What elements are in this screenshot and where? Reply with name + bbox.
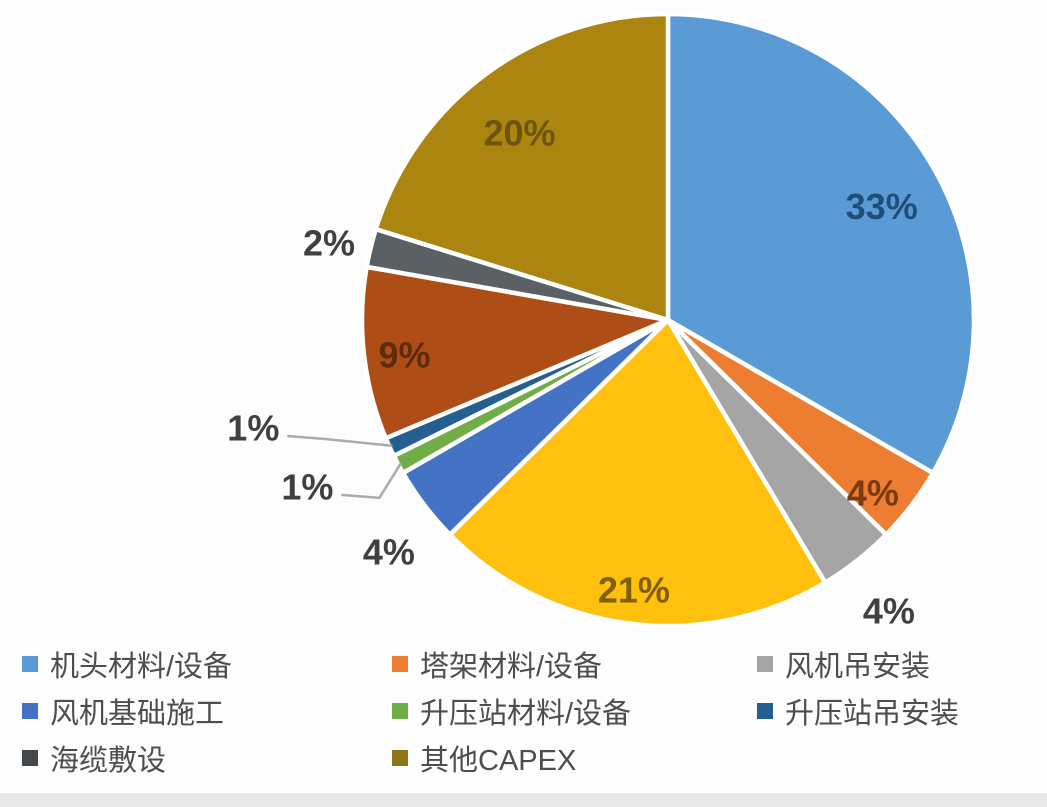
legend-item-1: 塔架材料/设备 — [392, 640, 757, 687]
legend-item-7: 其他CAPEX — [392, 734, 757, 781]
legend-label: 风机吊安装 — [785, 650, 931, 683]
legend-label: 风机基础施工 — [50, 697, 225, 730]
pie-percent-label: 4% — [363, 532, 415, 573]
legend-swatch-icon — [757, 655, 773, 672]
pie-percent-label: 1% — [281, 466, 333, 507]
pie-slice — [359, 264, 671, 441]
legend-swatch-icon — [392, 702, 408, 719]
legend-label: 其他CAPEX — [420, 744, 577, 777]
label-leader-line — [341, 462, 403, 500]
label-leader-line — [287, 434, 393, 448]
legend-label: 机头材料/设备 — [50, 650, 233, 683]
pie-slice — [665, 11, 977, 476]
legend-swatch-icon — [757, 702, 773, 719]
pie-percent-label: 20% — [483, 112, 555, 153]
pie-percent-label: 1% — [227, 407, 279, 448]
legend-item-5: 升压站吊安装 — [757, 687, 1032, 734]
legend-swatch-icon — [22, 655, 38, 672]
legend-swatch-icon — [392, 749, 408, 766]
legend-item-6: 海缆敷设 — [22, 734, 392, 781]
legend-label: 海缆敷设 — [50, 744, 167, 777]
pie-percent-label: 9% — [378, 334, 430, 375]
page-edge-strip — [0, 793, 1047, 807]
legend-item-0: 机头材料/设备 — [22, 640, 392, 687]
legend-swatch-icon — [392, 655, 408, 672]
pie-percent-label: 33% — [846, 186, 918, 227]
pie-slice — [373, 11, 671, 323]
pie-slice — [447, 317, 828, 629]
legend-label: 升压站吊安装 — [785, 697, 960, 730]
legend-item-3: 风机基础施工 — [22, 687, 392, 734]
pie-percent-label: 4% — [863, 591, 915, 632]
pie-percent-label: 4% — [847, 473, 899, 514]
legend-item-2: 风机吊安装 — [757, 640, 1032, 687]
legend-label: 塔架材料/设备 — [420, 650, 603, 683]
pie-percent-label: 2% — [303, 222, 355, 263]
pie-percent-label: 21% — [598, 570, 670, 611]
chart-legend: 机头材料/设备 塔架材料/设备 风机吊安装 风机基础施工 升压站材料/设备 升压… — [22, 640, 1032, 781]
legend-swatch-icon — [22, 702, 38, 719]
legend-item-4: 升压站材料/设备 — [392, 687, 757, 734]
legend-label: 升压站材料/设备 — [420, 697, 632, 730]
legend-swatch-icon — [22, 749, 38, 766]
